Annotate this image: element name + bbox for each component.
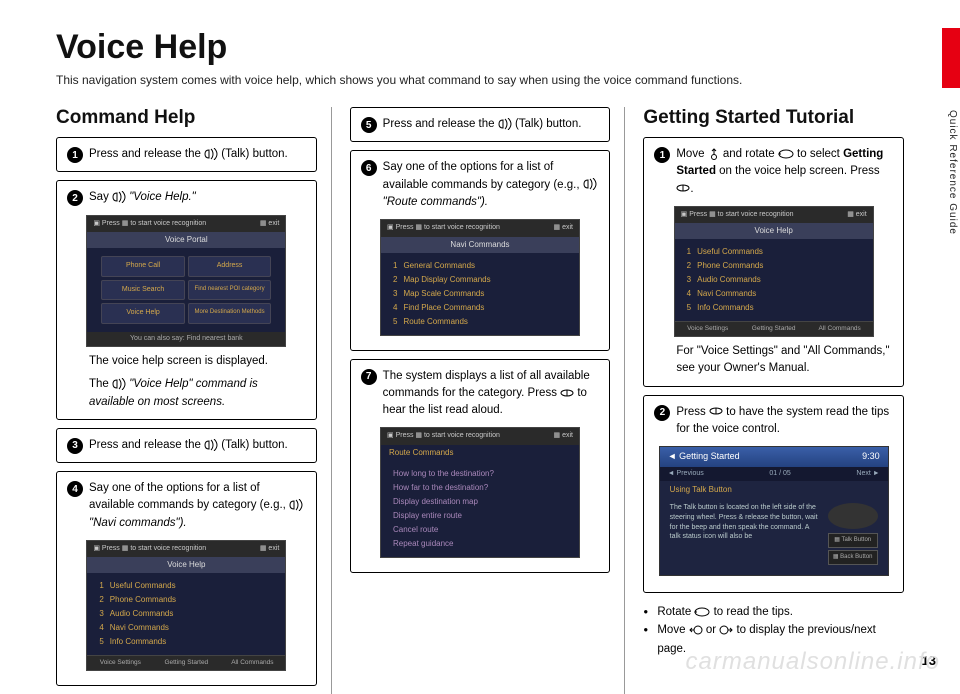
step-number-7: 7 xyxy=(361,369,377,385)
portal-cell: Voice Help xyxy=(101,303,185,324)
step-2-sub2a: The xyxy=(89,378,112,390)
screenshot-voice-help: ▣ Press ▦ to start voice recognition▦ ex… xyxy=(86,540,286,671)
step-6-text-a: Say one of the options for a list of ava… xyxy=(383,161,583,190)
step-1-text-b: (Talk) button. xyxy=(218,148,288,160)
enter-icon xyxy=(676,182,690,194)
portal-cell: Find nearest POI category xyxy=(188,280,272,301)
step-2-sub1: The voice help screen is displayed. xyxy=(89,353,306,370)
step-7: 7 The system displays a list of all avai… xyxy=(350,359,611,573)
talk-icon xyxy=(112,191,126,203)
t1-sub: For "Voice Settings" and "All Commands,"… xyxy=(676,343,893,378)
column-right: Getting Started Tutorial 1 Move and rota… xyxy=(643,107,904,694)
step-number-6: 6 xyxy=(361,160,377,176)
talk-icon xyxy=(204,439,218,451)
step-number-3: 3 xyxy=(67,438,83,454)
enter-icon xyxy=(560,387,574,399)
talk-icon xyxy=(204,148,218,160)
screenshot-route: ▣ Press ▦ to start voice recognition▦ ex… xyxy=(380,427,580,558)
step-7-text-a: The system displays a list of all availa… xyxy=(383,370,590,399)
step-number-5: 5 xyxy=(361,117,377,133)
step-2: 2 Say "Voice Help." ▣ Press ▦ to start v… xyxy=(56,180,317,420)
tutorial-number-2: 2 xyxy=(654,405,670,421)
step-6-command: "Route commands"). xyxy=(383,196,488,208)
portal-cell: More Destination Methods xyxy=(188,303,272,324)
screenshot-voice-help-2: ▣ Press ▦ to start voice recognition▦ ex… xyxy=(674,206,874,337)
screenshot-navi: ▣ Press ▦ to start voice recognition▦ ex… xyxy=(380,219,580,336)
portal-foot: You can also say: Find nearest bank xyxy=(87,332,285,347)
step-4: 4 Say one of the options for a list of a… xyxy=(56,471,317,686)
column-left: Command Help 1 Press and release the (Ta… xyxy=(56,107,332,694)
page-number: 13 xyxy=(922,653,936,668)
step-3-text-a: Press and release the xyxy=(89,439,204,451)
tutorial-step-1: 1 Move and rotate to select Getting Star… xyxy=(643,137,904,387)
screenshot-voice-portal: ▣ Press ▦ to start voice recognition▦ ex… xyxy=(86,215,286,348)
t1-text-a: Move xyxy=(676,148,707,160)
portal-cell: Address xyxy=(188,256,272,277)
talk-icon xyxy=(498,118,512,130)
tips-bullets: Rotate to read the tips. Move or to disp… xyxy=(643,603,904,658)
rotate-icon xyxy=(778,149,794,159)
voice-help-title: Voice Help xyxy=(87,557,285,573)
tutorial-step-2: 2 Press to have the system read the tips… xyxy=(643,395,904,594)
heading-tutorial: Getting Started Tutorial xyxy=(643,107,904,129)
step-6: 6 Say one of the options for a list of a… xyxy=(350,150,611,350)
portal-cell: Phone Call xyxy=(101,256,185,277)
step-number-4: 4 xyxy=(67,481,83,497)
step-4-command: "Navi commands"). xyxy=(89,517,187,529)
screenshot-getting-started: ◄ Getting Started9:30 ◄ Previous01 / 05N… xyxy=(659,446,889,576)
step-number-2: 2 xyxy=(67,190,83,206)
step-number-1: 1 xyxy=(67,147,83,163)
rotate-icon xyxy=(694,607,710,617)
intro-text: This navigation system comes with voice … xyxy=(56,73,904,87)
step-5-text-a: Press and release the xyxy=(383,118,498,130)
step-5: 5 Press and release the (Talk) button. xyxy=(350,107,611,142)
portal-cell: Music Search xyxy=(101,280,185,301)
tutorial-number-1: 1 xyxy=(654,147,670,163)
side-red-tab xyxy=(942,28,960,88)
talk-icon xyxy=(289,499,303,511)
step-2-text-a: Say xyxy=(89,191,112,203)
talk-icon xyxy=(112,378,126,390)
left-icon xyxy=(689,625,703,635)
enter-icon xyxy=(709,405,723,417)
t1-text-b: and rotate xyxy=(720,148,778,160)
t1-text-e: on the voice help screen. Press xyxy=(716,165,880,177)
step-3: 3 Press and release the (Talk) button. xyxy=(56,428,317,463)
voice-portal-title: Voice Portal xyxy=(87,232,285,248)
heading-command-help: Command Help xyxy=(56,107,317,129)
page-content: Voice Help This navigation system comes … xyxy=(0,0,960,694)
step-3-text-b: (Talk) button. xyxy=(218,439,288,451)
navi-title: Navi Commands xyxy=(381,237,579,253)
step-1: 1 Press and release the (Talk) button. xyxy=(56,137,317,172)
t1-text-c: to select xyxy=(794,148,843,160)
step-1-text-a: Press and release the xyxy=(89,148,204,160)
side-label: Quick Reference Guide xyxy=(947,110,958,235)
column-mid: 5 Press and release the (Talk) button. 6… xyxy=(350,107,626,694)
t2-text-a: Press xyxy=(676,406,709,418)
t1-text-f: . xyxy=(690,183,693,195)
route-title: Route Commands xyxy=(381,445,579,461)
step-5-text-b: (Talk) button. xyxy=(512,118,582,130)
talk-icon xyxy=(583,178,597,190)
step-2-command: "Voice Help." xyxy=(126,191,196,203)
bullet-2: Move or to display the previous/next pag… xyxy=(643,621,904,658)
page-title: Voice Help xyxy=(56,28,904,67)
bullet-1: Rotate to read the tips. xyxy=(643,603,904,621)
step-4-text-a: Say one of the options for a list of ava… xyxy=(89,482,289,511)
joystick-icon xyxy=(708,148,720,160)
right-icon xyxy=(719,625,733,635)
